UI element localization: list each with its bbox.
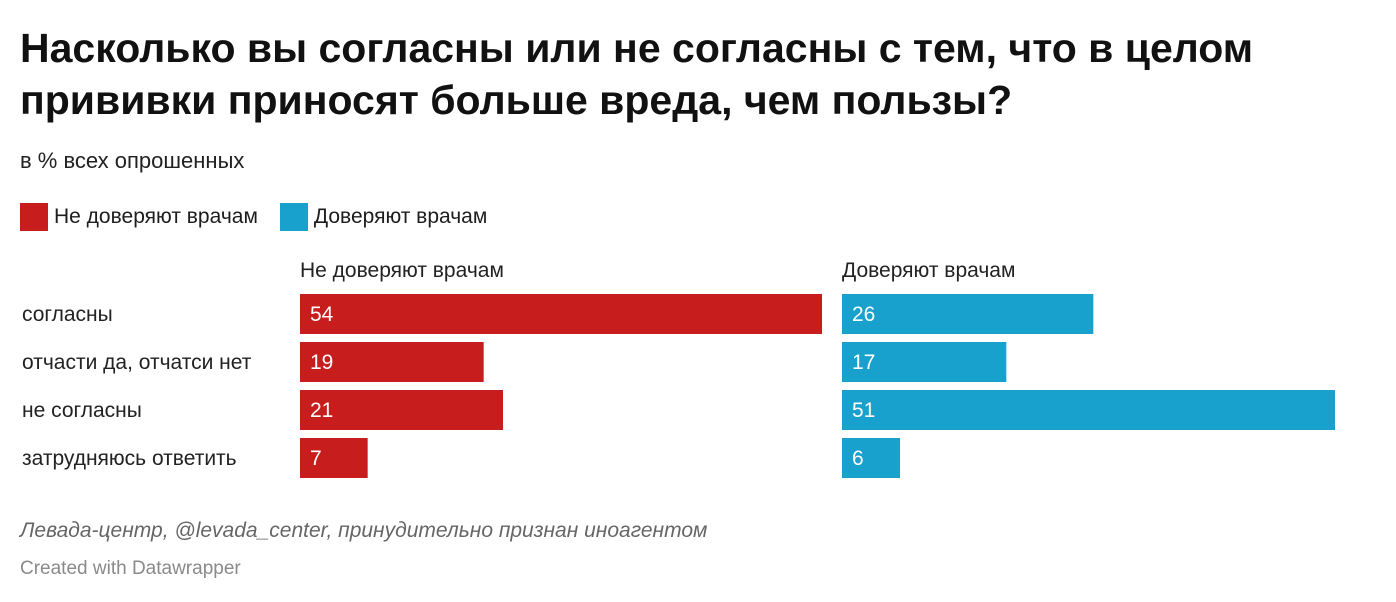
bar-chart: согласны отчасти да, отчатси нет не соглас… <box>22 259 1335 478</box>
bar-1-3 <box>842 438 900 478</box>
chart-title: Насколько вы согласны или не согласны с … <box>20 25 1254 123</box>
legend-swatch-distrust <box>20 203 48 231</box>
bar-1-2 <box>842 390 1335 430</box>
bar-value-label-0-0: 54 <box>310 303 334 326</box>
bar-1-0 <box>842 294 1094 334</box>
bar-value-label-0-2: 21 <box>310 399 333 422</box>
bar-value-label-1-3: 6 <box>852 447 864 470</box>
bar-0-1 <box>300 342 484 382</box>
legend: Не доверяют врачам Доверяют врачам <box>20 203 509 231</box>
chart-credit: Created with Datawrapper <box>20 558 241 579</box>
bar-value-label-1-0: 26 <box>852 303 875 326</box>
legend-label-trust: Доверяют врачам <box>313 205 488 228</box>
category-label-3: затрудняюсь ответить <box>22 447 237 470</box>
chart-subtitle: в % всех опрошенных <box>20 148 245 173</box>
bar-value-label-1-1: 17 <box>852 351 875 374</box>
panel-title-1: Доверяют врачам <box>842 259 1015 282</box>
legend-label-distrust: Не доверяют врачам <box>54 205 258 228</box>
category-label-1: отчасти да, отчатси нет <box>22 351 252 374</box>
bar-value-label-0-1: 19 <box>310 351 333 374</box>
legend-item-trust: Доверяют врачам <box>279 203 488 231</box>
bar-value-label-0-3: 7 <box>310 447 322 470</box>
legend-swatch-trust <box>279 203 308 231</box>
category-label-2: не согласны <box>22 399 142 422</box>
bar-0-2 <box>300 390 503 430</box>
bar-0-3 <box>300 438 368 478</box>
panel-title-0: Не доверяют врачам <box>300 259 504 282</box>
bar-value-label-1-2: 51 <box>852 399 875 422</box>
category-label-0: согласны <box>22 303 113 326</box>
chart-notes: Левада-центр, @levada_center, принудител… <box>20 519 708 542</box>
legend-item-distrust: Не доверяют врачам <box>20 203 258 231</box>
bar-0-0 <box>300 294 822 334</box>
bar-1-1 <box>842 342 1007 382</box>
